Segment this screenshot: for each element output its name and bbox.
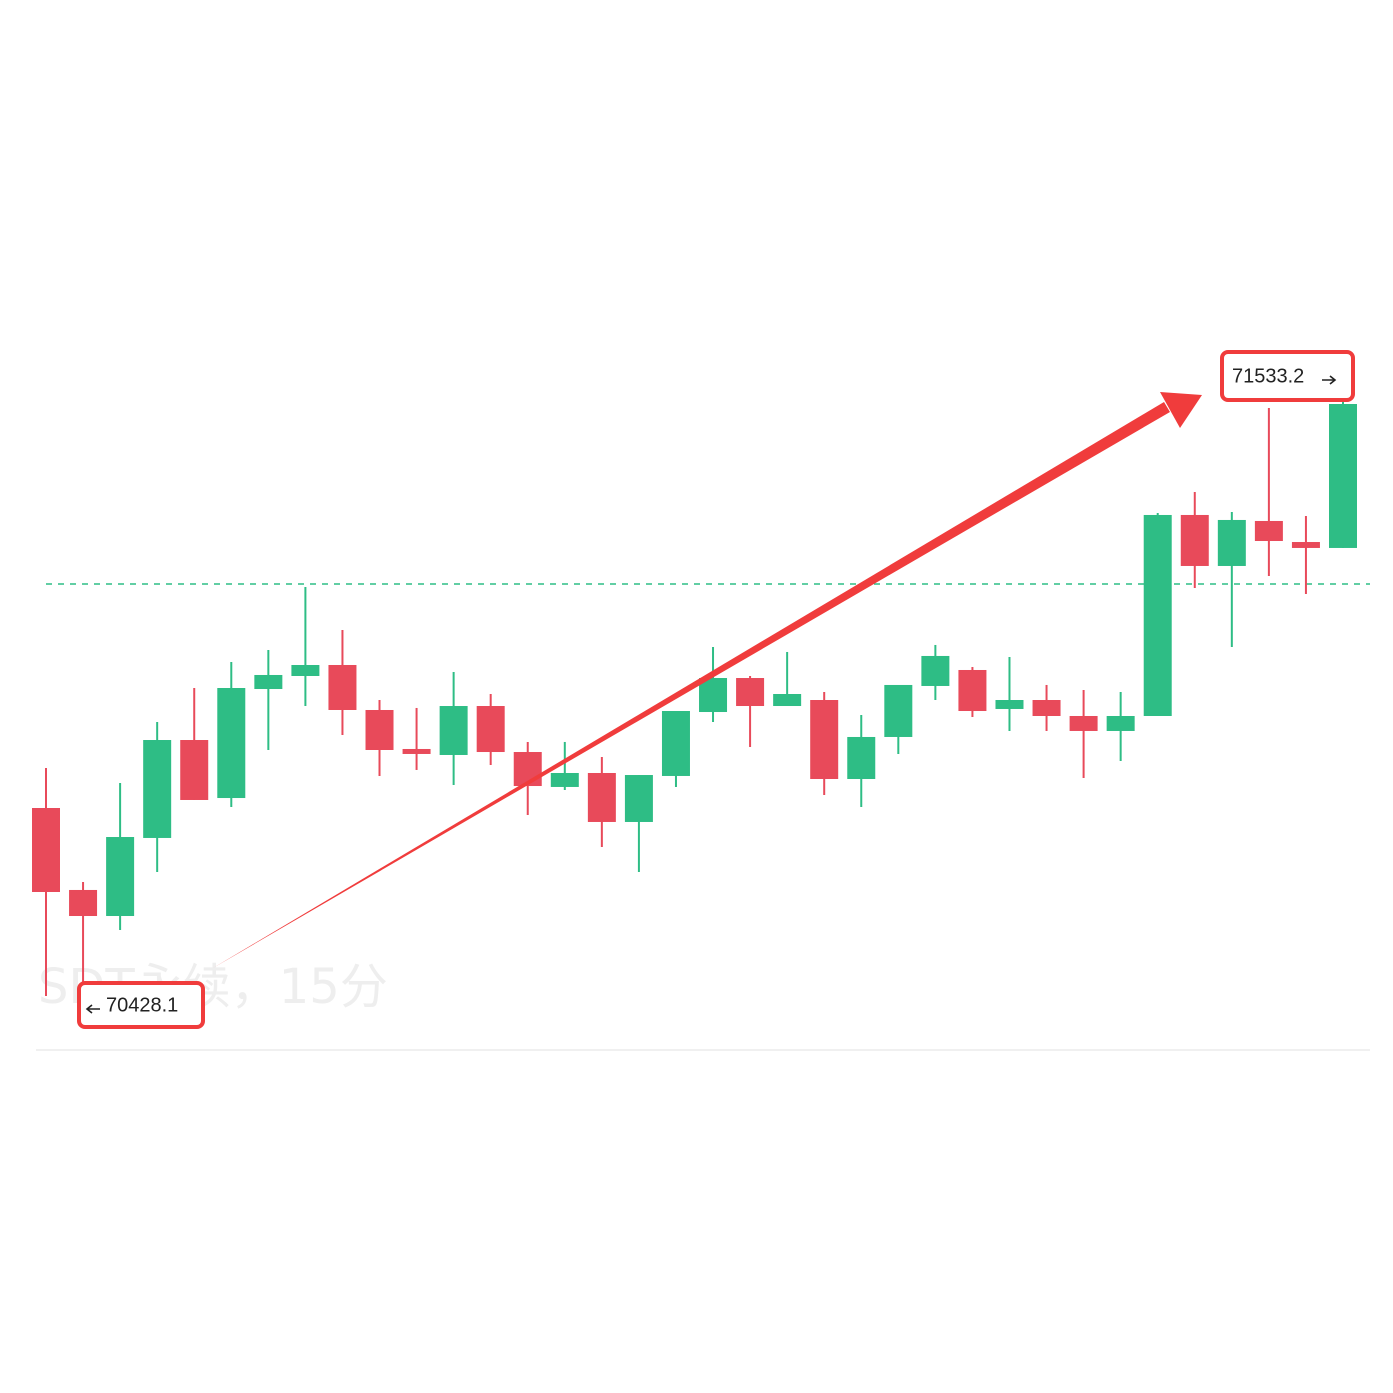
candle [217, 661, 246, 807]
candle [1106, 691, 1135, 761]
candle [476, 694, 505, 765]
candle [550, 741, 579, 790]
arrow-head [1160, 392, 1202, 428]
candle [1329, 379, 1357, 548]
candle [1032, 684, 1061, 731]
candle [180, 688, 209, 800]
candle [1069, 689, 1098, 778]
body [1069, 715, 1098, 731]
body [69, 889, 98, 917]
body [328, 664, 357, 710]
body [587, 772, 616, 822]
body [1106, 715, 1135, 731]
body [995, 700, 1024, 709]
candle [736, 675, 765, 747]
body [736, 678, 765, 707]
body [291, 664, 320, 676]
body [773, 694, 802, 707]
candle [291, 587, 320, 707]
body [1180, 514, 1209, 566]
body [550, 772, 579, 787]
body [476, 706, 505, 753]
candle [921, 644, 950, 701]
candle [69, 882, 98, 1000]
candle [810, 691, 839, 795]
high-label: 71533.2 [1232, 365, 1304, 387]
high-arrow [1322, 375, 1337, 385]
body [1329, 404, 1357, 548]
body [1143, 514, 1172, 716]
low-label: 70428.1 [106, 994, 178, 1016]
body [143, 740, 172, 838]
body [810, 700, 839, 780]
candle [106, 782, 135, 930]
candle [365, 700, 394, 776]
body [661, 711, 690, 776]
body [254, 674, 283, 690]
arrow-shaft [213, 402, 1170, 968]
body [513, 752, 542, 787]
plot [32, 379, 1370, 1000]
candle [624, 775, 653, 873]
candle [661, 711, 690, 787]
candle [699, 646, 728, 722]
body [1254, 520, 1283, 542]
body [1291, 542, 1320, 548]
candle [1217, 512, 1246, 647]
candle [958, 667, 987, 718]
body [624, 775, 653, 822]
body [1032, 700, 1061, 716]
candle [1143, 513, 1172, 716]
candle [773, 651, 802, 707]
body [439, 706, 468, 755]
high-box [1220, 350, 1355, 402]
candle [402, 707, 431, 770]
candle [847, 714, 876, 807]
body [847, 736, 876, 780]
candle [587, 757, 616, 847]
candle [1254, 407, 1283, 577]
candle [328, 629, 357, 736]
candle [439, 672, 468, 786]
body [958, 669, 987, 712]
low-arrow [85, 1004, 100, 1014]
candle [32, 768, 60, 997]
body [884, 684, 913, 737]
candle [995, 656, 1024, 731]
trend-arrow [213, 392, 1202, 968]
body [402, 748, 431, 754]
candle [1291, 515, 1320, 594]
body [1217, 519, 1246, 566]
body [365, 709, 394, 750]
body [180, 740, 209, 800]
body [921, 655, 950, 686]
candle [143, 721, 172, 873]
body [32, 808, 60, 892]
candle [884, 684, 913, 754]
body [217, 688, 246, 799]
candle [254, 650, 283, 750]
body [106, 837, 135, 917]
low-box [77, 981, 205, 1029]
candle [1180, 491, 1209, 588]
candle [513, 741, 542, 816]
body [699, 678, 728, 713]
